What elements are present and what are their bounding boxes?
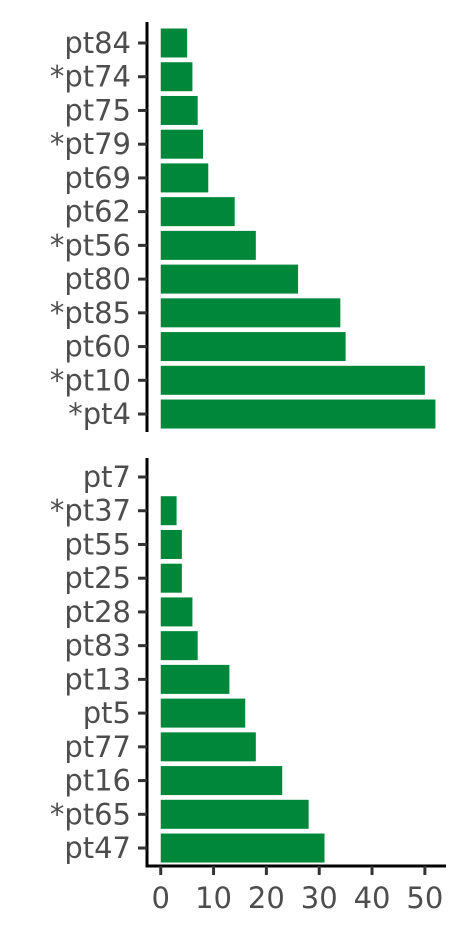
x-tick-label: 30 [301,881,338,915]
y-tick-label: *pt10 [50,363,131,397]
x-tick-label: 0 [152,881,170,915]
y-tick-label: *pt65 [50,797,131,831]
y-tick-label: pt80 [64,262,131,296]
bar [160,230,256,260]
bar [160,833,325,863]
y-tick-label: *pt37 [50,494,131,528]
y-tick-label: *pt85 [50,296,131,330]
bar [160,799,309,829]
bar [160,298,341,328]
y-tick-label: pt60 [64,330,131,364]
x-tick-label: 20 [248,881,285,915]
y-tick-label: *pt56 [50,228,131,262]
bar [160,496,177,526]
y-tick-label: pt5 [83,696,131,730]
y-tick-label: pt13 [64,662,131,696]
x-tick-label: 40 [354,881,391,915]
y-tick-label: pt69 [64,161,131,195]
y-tick-label: *pt79 [50,127,131,161]
bar [160,563,182,593]
y-tick-label: pt55 [64,527,131,561]
bar [160,332,346,362]
bar [160,197,235,227]
bar [160,529,182,559]
bar [160,264,299,294]
bar [160,365,425,395]
bar [160,732,256,762]
bar [160,597,193,627]
x-tick-label: 50 [406,881,443,915]
y-tick-label: pt83 [64,629,131,663]
y-tick-label: pt16 [64,764,131,798]
y-tick-label: pt77 [64,730,131,764]
bar [160,664,230,694]
bar [160,62,193,92]
bar [160,28,188,58]
bar [160,129,203,159]
y-tick-label: pt62 [64,195,131,229]
y-tick-label: pt28 [64,595,131,629]
bar [160,399,436,429]
x-tick-label: 10 [195,881,232,915]
y-tick-label: pt25 [64,561,131,595]
y-tick-label: pt84 [64,26,131,60]
bar [160,163,209,193]
bar [160,95,198,125]
y-tick-label: *pt74 [50,60,131,94]
panel-top: pt84*pt74pt75*pt79pt69pt62*pt56pt80*pt85… [50,22,436,432]
panel-bottom: pt7*pt37pt55pt25pt28pt83pt13pt5pt77pt16*… [50,458,446,915]
bar [160,631,198,661]
y-tick-label: pt47 [64,831,131,865]
y-tick-label: pt7 [83,460,131,494]
bar [160,698,246,728]
y-tick-label: *pt4 [68,397,131,431]
bar [160,766,283,796]
y-tick-label: pt75 [64,93,131,127]
